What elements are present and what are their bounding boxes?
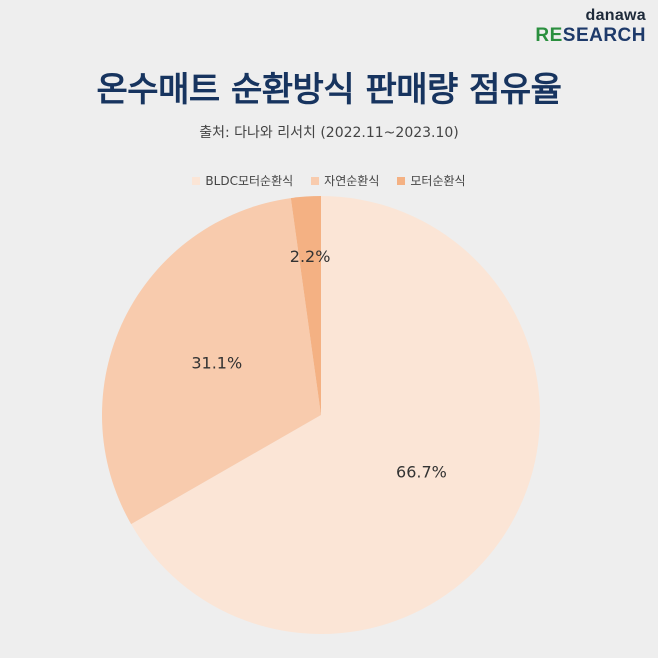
legend-swatch xyxy=(311,176,320,185)
brand-re: RE xyxy=(535,25,563,46)
brand-danawa: danawa xyxy=(585,7,646,24)
pie-slice xyxy=(131,196,540,634)
legend-item: 모터순환식 xyxy=(397,172,466,189)
pie-slice xyxy=(290,196,321,415)
legend-label: BLDC모터순환식 xyxy=(205,174,294,188)
legend-item: BLDC모터순환식 xyxy=(192,172,293,189)
data-label: 2.2% xyxy=(290,247,331,266)
chart-source: 출처: 다나와 리서치 (2022.11~2023.10) xyxy=(199,125,459,141)
brand-research: RESEARCH xyxy=(535,26,646,45)
legend-swatch xyxy=(397,176,406,185)
data-label: 66.7% xyxy=(396,463,447,482)
pie-slice xyxy=(101,198,321,525)
data-label: 31.1% xyxy=(191,353,242,372)
legend-item: 자연순환식 xyxy=(311,172,379,189)
legend-label: 자연순환식 xyxy=(324,174,380,188)
legend-label: 모터순환식 xyxy=(410,174,466,188)
chart-title: 온수매트 순환방식 판매량 점유율 xyxy=(96,70,562,110)
chart-legend: BLDC모터순환식 자연순환식 모터순환식 xyxy=(0,172,658,189)
brand-search: SEARCH xyxy=(562,25,646,46)
legend-swatch xyxy=(192,176,201,185)
danawa-research-logo: danawa RESEARCH xyxy=(535,7,646,46)
